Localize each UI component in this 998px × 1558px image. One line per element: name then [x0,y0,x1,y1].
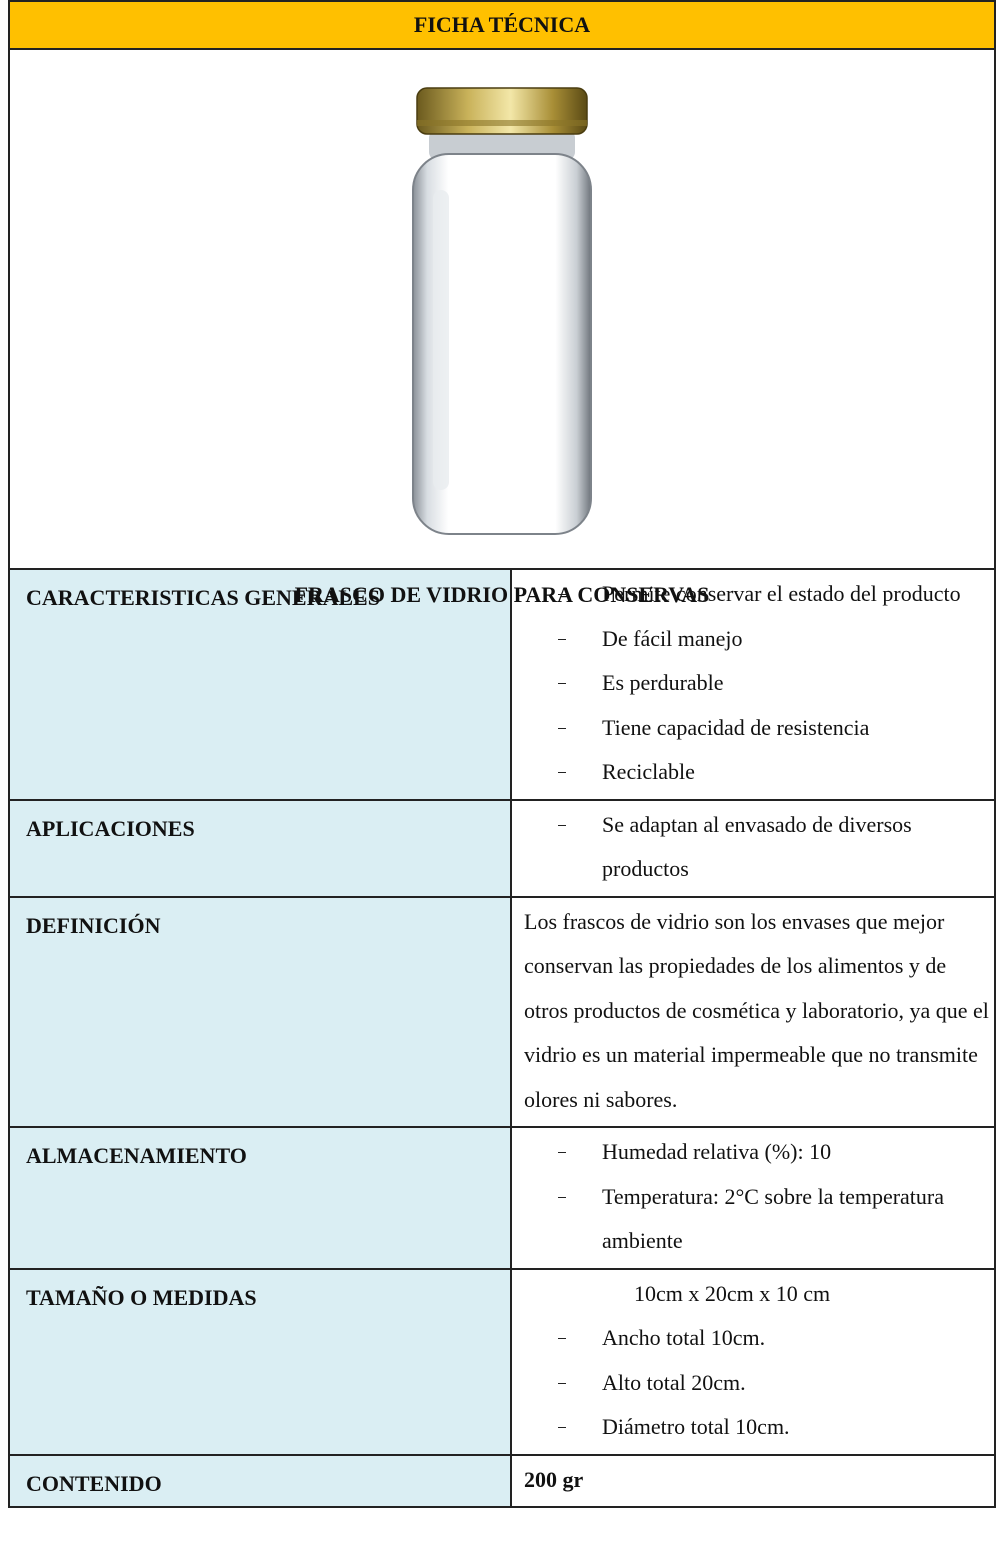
bullet-text: Temperatura: 2°C sobre la temperatura am… [602,1183,944,1254]
bullet-item: Humedad relativa (%): 10 [524,1130,990,1175]
spec-row: CARACTERISTICAS GENERALES Permite conserv… [8,568,996,801]
bullet-text: Tiene capacidad de resistencia [602,714,870,740]
row-label: TAMAÑO O MEDIDAS [8,1267,512,1456]
row-label: CARACTERISTICAS GENERALES [8,568,512,801]
bullet-text: Se adaptan al envasado de diversos produ… [602,811,912,882]
spec-row: CONTENIDO 200 gr [8,1453,996,1508]
row-value: 200 gr [510,1453,996,1508]
row-value: Permite conservar el estado del producto… [510,568,996,801]
jar-highlight [433,190,449,490]
bullet-text: Ancho total 10cm. [602,1325,766,1350]
bullet-item: Tiene capacidad de resistencia [524,706,990,751]
image-cell: FRASCO DE VIDRIO PARA CONSERVAS [8,48,996,607]
row-value: Se adaptan al envasado de diversos produ… [510,798,996,898]
bullet-item: Temperatura: 2°C sobre la temperatura am… [524,1175,990,1264]
table-body: FICHA TÉCNICA FRASCO DE VIDRIO PARA CONS… [8,0,996,1508]
row-value: 10cm x 20cm x 10 cm Ancho total 10cm. Alto… [510,1267,996,1456]
jar-lid-rim [417,120,587,126]
bullet-dash [558,638,566,640]
bullet-text: Es perdurable [602,670,724,695]
bullet-item: Ancho total 10cm. [524,1316,990,1361]
product-name: FRASCO DE VIDRIO PARA CONSERVAS [294,582,710,607]
bullet-dash [558,1152,566,1153]
bullet-dash [558,683,566,684]
bullet-dash [558,727,566,729]
bullet-dash [558,1196,566,1198]
jar-neck [429,130,575,160]
row-text: 10cm x 20cm x 10 cm [634,1280,831,1306]
bullet-dash [558,594,566,595]
header-row: FICHA TÉCNICA [8,0,996,50]
bullet-item: Alto total 20cm. [524,1361,990,1406]
jar-lid [416,87,588,135]
row-label: ALMACENAMIENTO [8,1126,512,1270]
bullet-item: De fácil manejo [524,617,990,662]
row-label: CONTENIDO [8,1453,512,1508]
jar-image [412,87,592,535]
bullet-dash [558,824,566,826]
row-text: 200 gr [524,1466,584,1492]
bullet-text: Diámetro total 10cm. [602,1414,790,1439]
spec-row: DEFINICIÓN Los frascos de vidrio son los … [8,895,996,1128]
bullet-item: Se adaptan al envasado de diversos produ… [524,803,990,892]
spec-row: ALMACENAMIENTO Humedad relativa (%): 10 Te… [8,1126,996,1270]
spec-row: APLICACIONES Se adaptan al envasado de di… [8,798,996,898]
row-label: DEFINICIÓN [8,895,512,1128]
bullet-text: Reciclable [602,759,695,784]
bullet-text: De fácil manejo [602,625,743,651]
bullet-text: Humedad relativa (%): 10 [602,1139,832,1164]
row-value: Los frascos de vidrio son los envases qu… [510,895,996,1128]
row-label: APLICACIONES [8,798,512,898]
jar-body [412,153,592,535]
row-value: Humedad relativa (%): 10 Temperatura: 2°C… [510,1126,996,1270]
bullet-dash [558,1427,566,1428]
image-row: FRASCO DE VIDRIO PARA CONSERVAS [8,48,996,607]
bullet-text: Alto total 20cm. [602,1369,746,1395]
bullet-item: Es perdurable [524,661,990,706]
bullet-item: Permite conservar el estado del producto [524,572,990,617]
row-text: Los frascos de vidrio son los envases qu… [524,908,989,1112]
bullet-item: Diámetro total 10cm. [524,1405,990,1450]
bullet-dash [558,772,566,773]
bullet-text: Permite conservar el estado del producto [602,581,961,606]
bullet-item: Reciclable [524,750,990,795]
spec-row: TAMAÑO O MEDIDAS 10cm x 20cm x 10 cm Ancho… [8,1267,996,1456]
bullet-dash [558,1338,566,1339]
bullet-dash [558,1382,566,1384]
header-title: FICHA TÉCNICA [8,0,996,50]
spec-table: FICHA TÉCNICA FRASCO DE VIDRIO PARA CONS… [8,0,996,1508]
